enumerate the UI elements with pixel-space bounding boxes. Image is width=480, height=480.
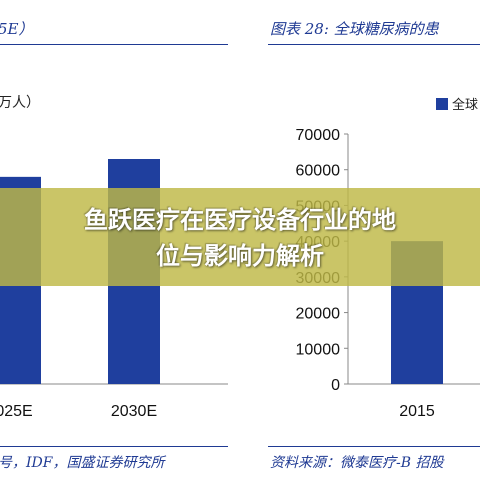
right-title-rule [268, 44, 480, 45]
y-tick-label: 0 [331, 377, 340, 394]
y-tick-label: 10000 [296, 341, 341, 358]
overlay-title-line-2: 位与影响力解析 [156, 242, 324, 270]
legend-swatch [436, 97, 448, 110]
left-unit-label: 万人） [0, 95, 40, 111]
overlay-title: 鱼跃医疗在医疗设备行业的地 位与影响力解析 [0, 202, 480, 274]
right-source-note: 资料来源：微泰医疗-B 招股 [270, 455, 444, 471]
right-legend: 全球 [436, 94, 478, 113]
y-tick-label: 20000 [296, 306, 341, 323]
x-tick-label-2025E: 025E [0, 403, 33, 420]
left-figure-title: 5E） [0, 20, 34, 38]
overlay-title-line-1: 鱼跃医疗在医疗设备行业的地 [84, 206, 396, 234]
y-tick-label: 60000 [296, 163, 341, 180]
x-tick-label-2015: 2015 [399, 403, 435, 420]
legend-label: 全球 [452, 98, 479, 113]
right-source-rule [268, 446, 480, 447]
title-overlay-band [0, 188, 480, 286]
y-tick-label: 70000 [296, 127, 341, 144]
left-title-rule [0, 44, 228, 45]
right-figure-title: 图表 28: 全球糖尿病的患 [270, 20, 439, 38]
left-source-rule [0, 446, 228, 447]
x-tick-label-2030E: 2030E [111, 403, 157, 420]
left-source-note: 号，IDF，国盛证券研究所 [0, 455, 165, 471]
